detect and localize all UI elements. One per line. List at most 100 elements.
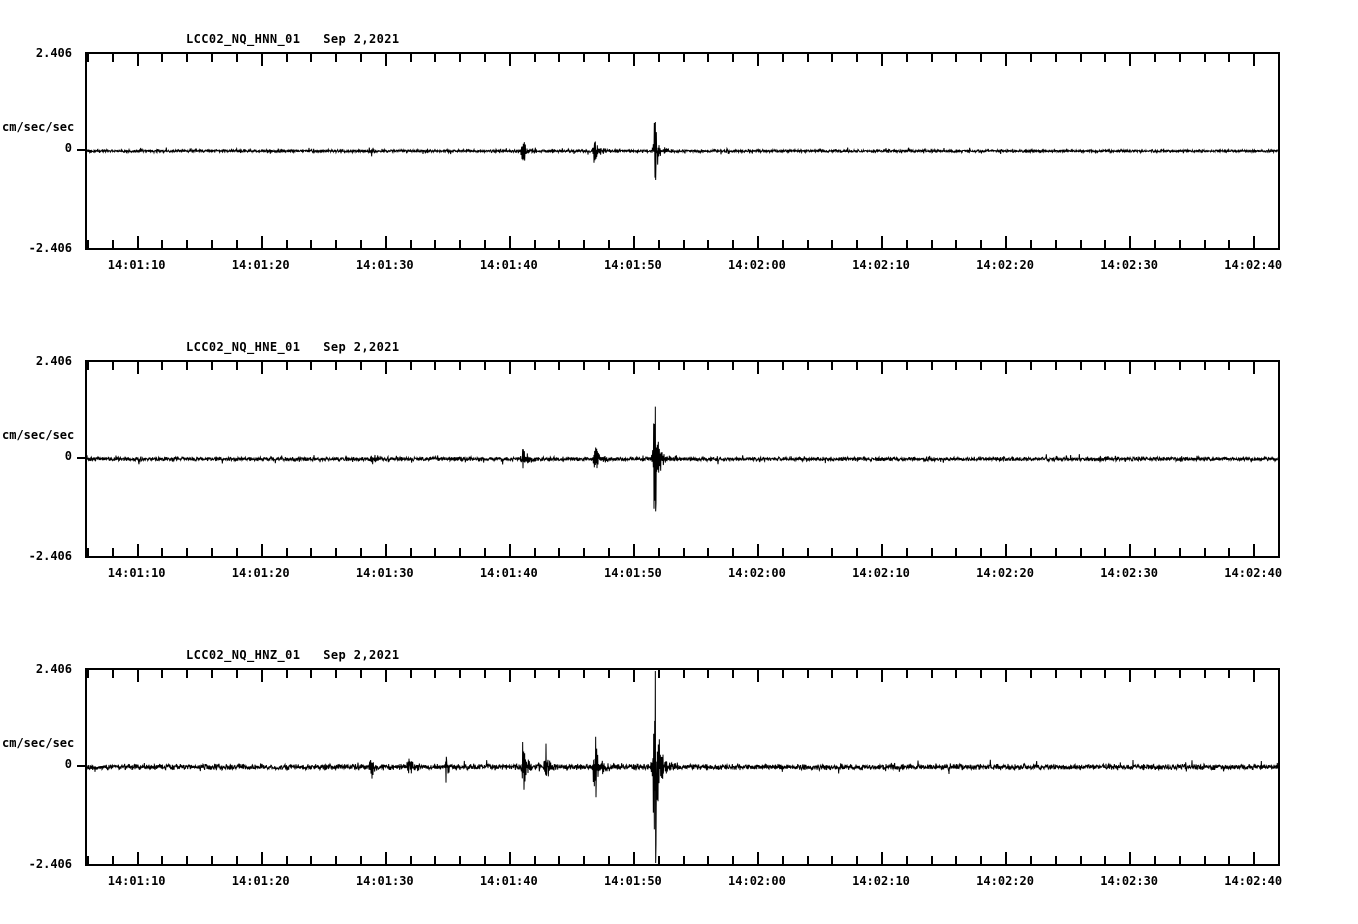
x-axis-minor-tick bbox=[359, 548, 362, 556]
x-axis-major-tick bbox=[756, 54, 759, 66]
x-axis-major-tick bbox=[508, 362, 511, 374]
x-axis-minor-tick bbox=[533, 548, 536, 556]
y-axis-unit-label-2: cm/sec/sec bbox=[2, 428, 75, 442]
x-axis-minor-tick bbox=[657, 362, 660, 370]
y-tick-zero-3 bbox=[77, 765, 87, 767]
x-axis-minor-tick bbox=[1054, 240, 1057, 248]
x-axis-minor-tick bbox=[459, 856, 462, 864]
x-axis-minor-tick bbox=[732, 548, 735, 556]
x-axis-minor-tick bbox=[335, 856, 338, 864]
x-axis-tick-label: 14:02:10 bbox=[852, 258, 910, 272]
x-axis-tick-label: 14:02:40 bbox=[1224, 258, 1283, 272]
x-axis-tick-label: 14:01:20 bbox=[231, 874, 290, 888]
plot-area-hnn bbox=[77, 52, 1280, 250]
x-axis-major-tick bbox=[136, 362, 139, 374]
x-axis-minor-tick bbox=[359, 240, 362, 248]
x-axis-minor-tick bbox=[533, 856, 536, 864]
x-axis-minor-tick bbox=[111, 548, 114, 556]
x-axis-labels-2: 14:01:10 14:01:20 14:01:30 14:01:40 14:01:50… bbox=[0, 566, 1358, 582]
x-axis-minor-tick bbox=[583, 362, 586, 370]
x-axis-major-tick bbox=[1005, 362, 1008, 374]
x-axis-minor-tick bbox=[1029, 362, 1032, 370]
x-axis-major-tick bbox=[632, 54, 635, 66]
x-axis-minor-tick bbox=[831, 856, 834, 864]
waveform-trace-hne bbox=[87, 362, 1278, 556]
x-axis-major-tick bbox=[632, 236, 635, 248]
x-axis-minor-tick bbox=[682, 548, 685, 556]
x-axis-minor-tick bbox=[1079, 54, 1082, 62]
x-axis-minor-tick bbox=[1054, 362, 1057, 370]
x-axis-minor-tick bbox=[161, 856, 164, 864]
x-axis-minor-tick bbox=[87, 670, 89, 678]
x-axis-minor-tick bbox=[211, 856, 214, 864]
y-axis-max-label-1: 2.406 bbox=[35, 46, 72, 60]
x-axis-tick-label: 14:01:50 bbox=[603, 874, 662, 888]
x-axis-tick-label: 14:01:50 bbox=[603, 258, 662, 272]
x-axis-tick-label: 14:01:10 bbox=[107, 874, 166, 888]
x-axis-major-tick bbox=[508, 852, 511, 864]
x-axis-minor-tick bbox=[583, 54, 586, 62]
x-axis-minor-tick bbox=[707, 240, 710, 248]
x-axis-tick-label: 14:02:10 bbox=[852, 566, 910, 580]
x-axis-minor-tick bbox=[1278, 548, 1280, 556]
x-axis-minor-tick bbox=[707, 54, 710, 62]
x-axis-minor-tick bbox=[434, 856, 437, 864]
x-axis-major-tick bbox=[260, 362, 263, 374]
x-axis-minor-tick bbox=[781, 54, 784, 62]
x-axis-minor-tick bbox=[955, 240, 958, 248]
x-axis-minor-tick bbox=[732, 362, 735, 370]
x-axis-minor-tick bbox=[955, 548, 958, 556]
x-axis-major-tick bbox=[881, 54, 883, 66]
x-axis-minor-tick bbox=[285, 362, 288, 370]
x-axis-minor-tick bbox=[732, 856, 735, 864]
y-axis-unit-label-3: cm/sec/sec bbox=[2, 736, 75, 750]
x-axis-major-tick bbox=[1005, 544, 1008, 556]
x-axis-major-tick bbox=[136, 544, 139, 556]
x-axis-minor-tick bbox=[583, 670, 586, 678]
x-axis-minor-tick bbox=[806, 548, 809, 556]
x-axis-major-tick bbox=[508, 236, 511, 248]
x-axis-minor-tick bbox=[806, 54, 809, 62]
x-axis-minor-tick bbox=[980, 362, 983, 370]
x-axis-minor-tick bbox=[955, 362, 958, 370]
x-axis-major-tick bbox=[1253, 54, 1256, 66]
x-axis-minor-tick bbox=[359, 670, 362, 678]
x-axis-minor-tick bbox=[1203, 548, 1206, 556]
x-axis-minor-tick bbox=[608, 548, 611, 556]
x-axis-minor-tick bbox=[608, 362, 611, 370]
x-axis-minor-tick bbox=[533, 670, 536, 678]
x-axis-tick-label: 14:01:10 bbox=[107, 566, 166, 580]
x-axis-minor-tick bbox=[186, 362, 189, 370]
x-axis-minor-tick bbox=[1203, 54, 1206, 62]
x-axis-minor-tick bbox=[87, 240, 89, 248]
x-axis-minor-tick bbox=[1278, 362, 1280, 370]
x-axis-minor-tick bbox=[111, 240, 114, 248]
x-axis-minor-tick bbox=[558, 856, 561, 864]
x-axis-minor-tick bbox=[1203, 670, 1206, 678]
x-axis-minor-tick bbox=[235, 670, 238, 678]
x-axis-minor-tick bbox=[434, 670, 437, 678]
x-axis-minor-tick bbox=[1029, 54, 1032, 62]
x-axis-minor-tick bbox=[310, 856, 313, 864]
x-axis-minor-tick bbox=[856, 54, 859, 62]
x-axis-major-tick bbox=[1129, 670, 1132, 682]
x-axis-tick-label: 14:01:30 bbox=[355, 874, 414, 888]
x-axis-minor-tick bbox=[359, 54, 362, 62]
x-axis-major-tick bbox=[260, 236, 263, 248]
x-axis-minor-tick bbox=[657, 856, 660, 864]
y-tick-zero-1 bbox=[77, 149, 87, 151]
x-axis-minor-tick bbox=[1178, 362, 1181, 370]
x-axis-minor-tick bbox=[1153, 240, 1156, 248]
x-axis-minor-tick bbox=[905, 856, 908, 864]
x-axis-tick-label: 14:01:20 bbox=[231, 258, 290, 272]
x-axis-major-tick bbox=[1129, 362, 1132, 374]
x-axis-minor-tick bbox=[211, 240, 214, 248]
x-axis-minor-tick bbox=[806, 240, 809, 248]
waveform-trace-hnn bbox=[87, 54, 1278, 248]
x-axis-minor-tick bbox=[930, 362, 933, 370]
x-axis-minor-tick bbox=[111, 362, 114, 370]
x-axis-minor-tick bbox=[1278, 670, 1280, 678]
x-axis-minor-tick bbox=[806, 856, 809, 864]
x-axis-minor-tick bbox=[707, 670, 710, 678]
